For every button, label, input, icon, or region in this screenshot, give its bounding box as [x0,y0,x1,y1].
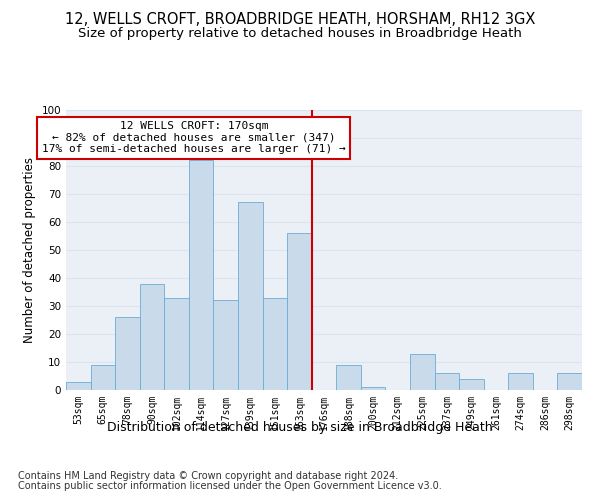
Bar [410,354,434,390]
Bar [434,373,459,390]
Bar [189,160,214,390]
Text: Distribution of detached houses by size in Broadbridge Heath: Distribution of detached houses by size … [107,421,493,434]
Bar [214,300,238,390]
Bar [361,387,385,390]
Text: 12 WELLS CROFT: 170sqm
← 82% of detached houses are smaller (347)
17% of semi-de: 12 WELLS CROFT: 170sqm ← 82% of detached… [42,121,346,154]
Bar [459,379,484,390]
Bar [238,202,263,390]
Bar [508,373,533,390]
Bar [287,233,312,390]
Text: Size of property relative to detached houses in Broadbridge Heath: Size of property relative to detached ho… [78,28,522,40]
Bar [66,382,91,390]
Text: Contains public sector information licensed under the Open Government Licence v3: Contains public sector information licen… [18,481,442,491]
Bar [140,284,164,390]
Bar [91,365,115,390]
Y-axis label: Number of detached properties: Number of detached properties [23,157,36,343]
Bar [336,365,361,390]
Bar [557,373,582,390]
Bar [115,317,140,390]
Bar [164,298,189,390]
Text: Contains HM Land Registry data © Crown copyright and database right 2024.: Contains HM Land Registry data © Crown c… [18,471,398,481]
Bar [263,298,287,390]
Text: 12, WELLS CROFT, BROADBRIDGE HEATH, HORSHAM, RH12 3GX: 12, WELLS CROFT, BROADBRIDGE HEATH, HORS… [65,12,535,28]
